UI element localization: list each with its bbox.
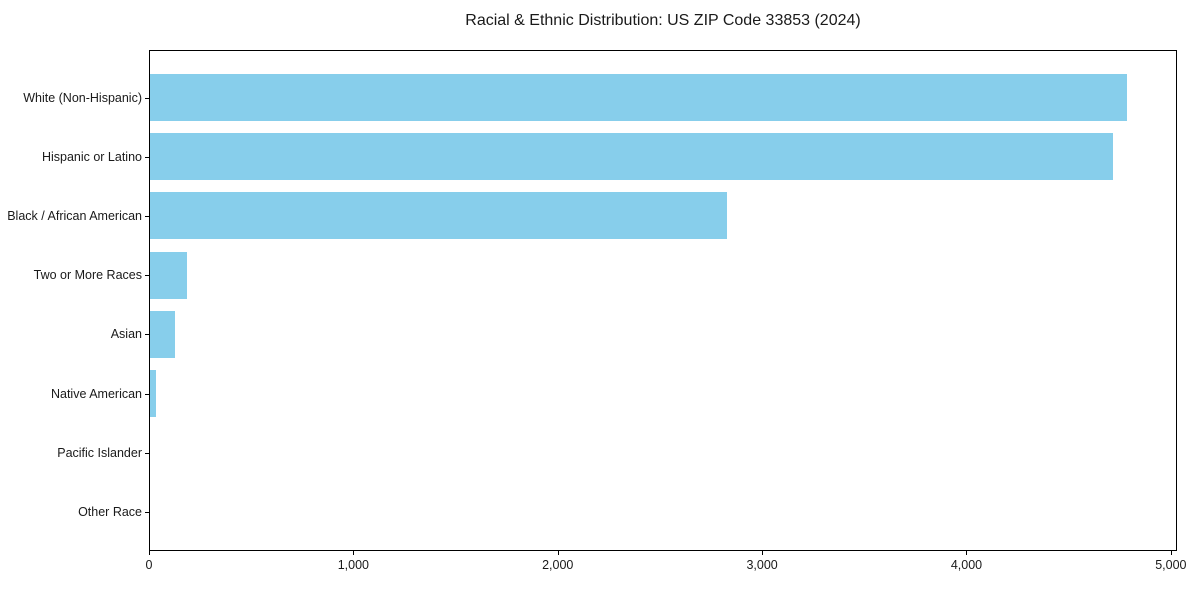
y-axis-label-other-race: Other Race — [78, 504, 142, 519]
bar-black-african-american — [150, 192, 728, 240]
x-axis-tick-label-5000: 5,000 — [1155, 558, 1187, 572]
bar-native-american — [150, 370, 156, 417]
x-axis-tick-label-2000: 2,000 — [542, 558, 574, 572]
y-axis-tick-white-non-hispanic — [145, 97, 149, 99]
y-axis-tick-native-american — [145, 393, 149, 395]
y-axis-label-asian: Asian — [110, 327, 142, 342]
x-axis-tick-1000 — [353, 551, 355, 555]
y-axis-label-pacific-islander: Pacific Islander — [57, 445, 142, 460]
x-axis-tick-label-1000: 1,000 — [337, 558, 369, 572]
y-axis-tick-other-race — [145, 511, 149, 513]
x-axis-tick-3000 — [762, 551, 764, 555]
x-axis-tick-label-0: 0 — [145, 558, 153, 572]
y-axis-label-hispanic-or-latino: Hispanic or Latino — [41, 149, 142, 164]
bar-asian — [150, 310, 176, 358]
bar-hispanic-or-latino — [150, 133, 1113, 181]
y-axis-label-two-or-more-races: Two or More Races — [33, 268, 142, 283]
y-axis-tick-asian — [145, 334, 149, 336]
y-axis-label-white-non-hispanic: White (Non-Hispanic) — [23, 90, 142, 105]
plot-area — [149, 50, 1177, 551]
x-axis-tick-5000 — [1170, 551, 1172, 555]
bar-two-or-more-races — [150, 251, 187, 299]
x-axis-tick-label-4000: 4,000 — [950, 558, 983, 572]
x-axis-tick-2000 — [557, 551, 559, 555]
y-axis-tick-black-african-american — [145, 215, 149, 217]
x-axis-tick-0 — [149, 551, 150, 555]
x-axis-tick-4000 — [966, 551, 968, 555]
y-axis-tick-hispanic-or-latino — [145, 156, 149, 158]
y-axis-label-native-american: Native American — [50, 386, 142, 401]
y-axis-label-black-african-american: Black / African American — [7, 208, 142, 223]
y-axis-tick-two-or-more-races — [145, 275, 149, 277]
x-axis-tick-label-3000: 3,000 — [746, 558, 778, 572]
y-axis-tick-pacific-islander — [145, 452, 149, 454]
bar-white-non-hispanic — [150, 74, 1128, 121]
chart-title: Racial & Ethnic Distribution: US ZIP Cod… — [465, 12, 861, 29]
